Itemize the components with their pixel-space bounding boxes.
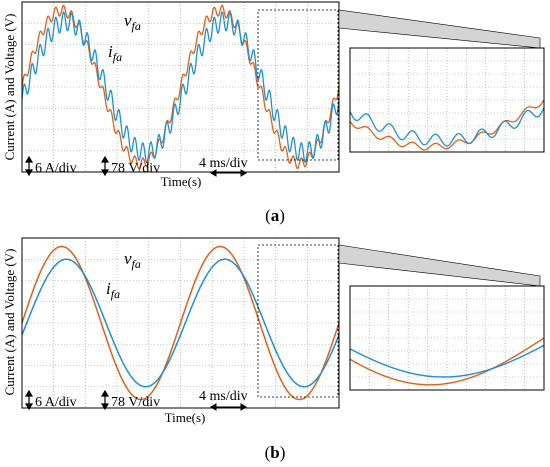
panel-a-voltage-label: vfa [124,11,141,33]
panel-a-current-label: ifa [108,42,122,64]
panel-b-caption: (b) [265,443,286,462]
panel-a-current-scale: 6 A/div [35,161,77,176]
panel-b-zoom-connector [338,244,541,287]
panel-b-frame [21,237,340,409]
panel-b-zoom-frame [349,285,545,391]
panel-a-frame [21,1,340,173]
panel-b: Current (A) and Voltage (V) Time(s) vfa … [2,237,545,462]
panel-a-zoom-frame [349,47,545,153]
panel-a-current-line [21,11,340,164]
panel-a-zoom-window [257,9,339,161]
panel-b-y-axis-label: Current (A) and Voltage (V) [2,249,17,396]
panel-b-voltage-scale-arrow-icon [100,389,110,411]
panel-a-time-scale-arrow-icon [210,169,247,177]
panel-a-voltage-line [21,4,340,170]
panel-b-time-scale-arrow-icon [210,403,247,411]
panel-a-zoom-connector [338,9,541,49]
panel-a-zoom-voltage-line [349,99,545,151]
panel-b-voltage-line [21,245,340,401]
panel-b-current-scale: 6 A/div [35,395,77,410]
panel-b-current-scale-arrow-icon [24,389,34,411]
panel-b-x-axis-label: Time(s) [165,410,206,425]
panel-b-zoom-window [257,244,339,398]
panel-b-time-scale: 4 ms/div [199,389,248,404]
panel-b-current-label: ifa [106,279,120,301]
panel-a-y-axis-label: Current (A) and Voltage (V) [2,14,17,161]
panel-a-current-scale-arrow-icon [24,155,34,177]
panel-b-zoom-voltage-line [349,337,545,386]
panel-a: Current (A) and Voltage (V) Time(s) vfa … [2,1,545,225]
panel-b-current-line [21,258,340,388]
panel-b-voltage-scale: 78 V/div [111,395,160,410]
panel-b-grid [22,238,339,408]
panel-a-x-axis-label: Time(s) [161,174,202,189]
panel-a-zoom-grid [350,48,544,152]
panel-b-voltage-label: vfa [124,249,141,271]
panel-a-caption: (a) [265,206,285,225]
panel-a-voltage-scale-arrow-icon [100,155,110,177]
panel-b-zoom-current-line [349,344,545,378]
panel-a-voltage-scale: 78 V/div [111,161,160,176]
panel-a-zoom-current-line [349,107,545,147]
panel-a-time-scale: 4 ms/div [199,156,248,171]
